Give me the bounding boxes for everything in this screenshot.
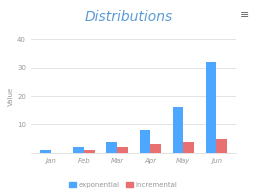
Bar <box>40 150 51 153</box>
Bar <box>206 62 216 153</box>
Bar <box>73 147 84 153</box>
Text: ≡: ≡ <box>240 10 249 20</box>
Text: Distributions: Distributions <box>84 10 173 24</box>
Legend: exponential, incremental: exponential, incremental <box>67 179 180 191</box>
Y-axis label: Value: Value <box>8 86 14 106</box>
Bar <box>84 150 95 153</box>
Bar <box>106 142 117 153</box>
Bar <box>173 107 183 153</box>
Bar <box>183 142 194 153</box>
Bar <box>216 139 227 153</box>
Bar <box>150 144 161 153</box>
Bar <box>140 130 150 153</box>
Bar <box>117 147 128 153</box>
